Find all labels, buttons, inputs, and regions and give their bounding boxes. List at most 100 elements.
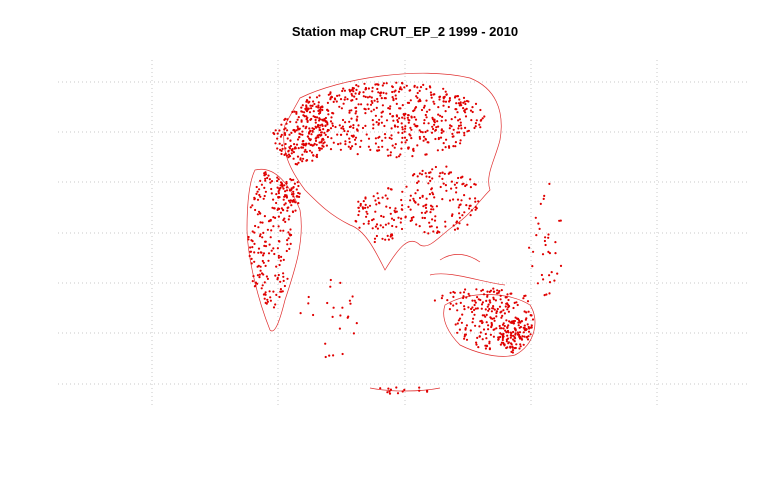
- station-dot: [506, 303, 509, 306]
- station-dot: [256, 274, 259, 277]
- station-dot: [419, 99, 422, 103]
- station-dot: [442, 100, 445, 103]
- station-dot: [341, 306, 344, 309]
- station-dot: [497, 336, 500, 339]
- station-dot: [457, 127, 460, 130]
- station-dot: [367, 222, 370, 225]
- station-dot: [317, 109, 320, 112]
- station-dot: [436, 120, 439, 123]
- station-dot: [523, 335, 526, 338]
- station-dot: [380, 97, 383, 100]
- station-dot: [457, 206, 460, 209]
- station-dot: [320, 140, 323, 143]
- station-dot: [409, 126, 412, 129]
- station-dot: [279, 211, 282, 214]
- station-dot: [263, 297, 266, 300]
- station-dot: [548, 281, 552, 284]
- station-dot: [301, 110, 304, 113]
- station-dot: [479, 320, 482, 323]
- station-dot: [459, 203, 462, 206]
- station-dot: [418, 386, 421, 389]
- station-dot: [282, 258, 285, 261]
- station-dot: [377, 91, 380, 94]
- station-dot: [547, 236, 550, 239]
- station-dot: [259, 251, 262, 254]
- station-dot: [455, 302, 458, 305]
- station-dot: [365, 210, 368, 213]
- station-dot: [371, 101, 374, 104]
- station-dot: [522, 331, 525, 334]
- station-dot: [401, 390, 404, 393]
- station-dot: [471, 110, 474, 114]
- station-dot: [352, 332, 355, 335]
- station-dot: [291, 110, 294, 114]
- station-dot: [389, 105, 392, 108]
- station-dot: [300, 106, 303, 109]
- station-dot: [506, 329, 510, 333]
- station-dot: [414, 192, 417, 195]
- station-dot: [462, 295, 465, 298]
- station-dot: [264, 291, 267, 294]
- station-dot: [295, 121, 298, 124]
- station-dot: [247, 235, 250, 239]
- station-dot: [477, 200, 480, 203]
- station-dot: [492, 307, 495, 310]
- station-dot: [541, 253, 545, 256]
- station-dot: [473, 126, 476, 130]
- station-dot: [477, 298, 480, 301]
- station-dot: [315, 153, 319, 156]
- station-dot: [324, 124, 327, 127]
- station-dot: [489, 333, 492, 336]
- station-dot: [364, 203, 367, 206]
- station-dot: [284, 147, 287, 150]
- station-dot: [456, 309, 459, 312]
- station-dot: [444, 225, 447, 228]
- station-dot: [459, 124, 462, 127]
- station-dot: [430, 93, 433, 97]
- station-dot: [268, 243, 271, 246]
- station-dot: [400, 122, 403, 125]
- station-dot: [511, 330, 515, 334]
- station-dot: [385, 92, 388, 95]
- station-dot: [308, 149, 312, 152]
- station-dot: [295, 188, 298, 191]
- station-dot: [257, 226, 260, 229]
- station-dot: [278, 129, 281, 132]
- station-dot: [503, 312, 506, 315]
- station-dot: [356, 115, 359, 118]
- station-dot: [408, 133, 411, 136]
- station-dot: [285, 180, 288, 184]
- station-dot: [443, 172, 446, 175]
- station-dot: [510, 334, 513, 337]
- station-dot: [419, 130, 422, 133]
- station-dot: [472, 317, 475, 320]
- station-dot: [372, 127, 375, 130]
- station-dot: [465, 204, 468, 207]
- station-dot: [389, 188, 392, 191]
- station-dot: [306, 135, 309, 138]
- station-dot: [344, 140, 347, 143]
- station-dot: [399, 86, 402, 89]
- station-dot: [279, 181, 283, 184]
- station-dot: [272, 290, 275, 293]
- station-dot: [529, 333, 532, 336]
- station-dot: [528, 246, 531, 249]
- station-dot: [463, 131, 466, 134]
- station-dot: [272, 225, 275, 228]
- eurasia-outline: [283, 72, 502, 271]
- station-dot: [463, 305, 466, 308]
- station-dot: [535, 234, 538, 237]
- station-dot: [362, 91, 365, 94]
- station-dot: [355, 84, 358, 87]
- station-dot: [389, 388, 392, 391]
- station-dot: [249, 206, 252, 209]
- station-dot: [395, 225, 398, 228]
- station-dot: [474, 324, 477, 327]
- station-dot: [282, 272, 285, 275]
- station-dot: [407, 205, 410, 208]
- station-dot: [335, 100, 338, 103]
- station-dot: [545, 293, 548, 296]
- station-dot: [516, 331, 520, 334]
- station-dot: [411, 155, 414, 158]
- station-dot: [342, 87, 345, 90]
